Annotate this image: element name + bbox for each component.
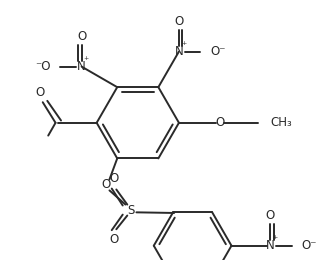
Text: O: O [35,86,44,99]
Text: N: N [175,45,183,58]
Text: O⁻: O⁻ [302,239,317,252]
Text: O: O [77,30,86,43]
Text: O: O [109,173,118,185]
Text: N: N [77,60,86,73]
Text: O: O [109,233,118,246]
Text: O: O [266,209,275,222]
Text: ⁺: ⁺ [272,235,277,245]
Text: ⁺: ⁺ [181,41,186,51]
Text: O: O [215,116,225,129]
Text: O⁻: O⁻ [210,45,225,58]
Text: ⁻O: ⁻O [35,60,51,73]
Text: S: S [127,204,135,216]
Text: O: O [101,179,111,191]
Text: CH₃: CH₃ [270,116,292,129]
Text: ⁺: ⁺ [83,56,89,66]
Text: N: N [266,239,275,252]
Text: O: O [174,15,184,28]
